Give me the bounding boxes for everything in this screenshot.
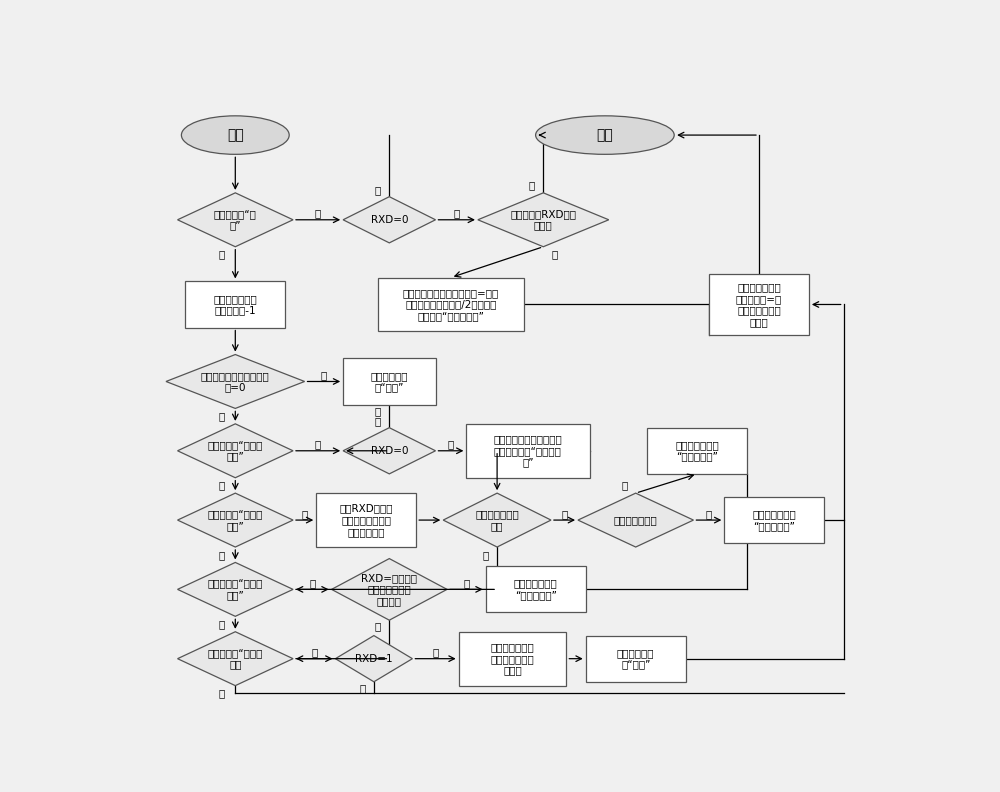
Text: 接收状态为“接收数
据位”: 接收状态为“接收数 据位” [208, 509, 263, 531]
Text: 是: 是 [315, 440, 321, 450]
Bar [378, 277, 524, 331]
Text: 否: 否 [375, 185, 381, 196]
Ellipse shape [181, 116, 289, 154]
Polygon shape [178, 632, 293, 686]
Bar [466, 424, 590, 478]
Text: 是: 是 [561, 509, 568, 519]
Polygon shape [166, 355, 305, 409]
Text: 是: 是 [454, 208, 460, 219]
Text: 是: 是 [309, 578, 315, 588]
Text: 接收定时器中断
次数计数器-1: 接收定时器中断 次数计数器-1 [213, 294, 257, 315]
Text: 接收状态为“空
闲”: 接收状态为“空 闲” [214, 209, 257, 230]
Text: RXD=0: RXD=0 [371, 446, 408, 455]
Text: 个数据字节接收
完成: 个数据字节接收 完成 [475, 509, 519, 531]
Text: 接收定时器中断
次数计数器=接
收中断次数寄存
器的值: 接收定时器中断 次数计数器=接 收中断次数寄存 器的值 [736, 282, 782, 327]
Text: 上次中断的RXD值为
高电平: 上次中断的RXD值为 高电平 [510, 209, 576, 230]
Text: 接收定时器中断次数计数
器=0: 接收定时器中断次数计数 器=0 [201, 371, 270, 392]
Text: 接收定时器中断次数计数器=接收
中断次数寄存器的值/2，设置接
收状态为“接收起始位”: 接收定时器中断次数计数器=接收 中断次数寄存器的值/2，设置接 收状态为“接收起… [403, 287, 499, 321]
Text: 是: 是 [448, 440, 454, 450]
Text: 读取RXD引脚的
值，并把该值保存
到接收移位中: 读取RXD引脚的 值，并把该值保存 到接收移位中 [339, 504, 393, 537]
Bar [647, 428, 747, 474]
Polygon shape [443, 493, 551, 547]
Text: 是: 是 [311, 648, 317, 657]
Bar [316, 493, 416, 547]
Polygon shape [178, 493, 293, 547]
Bar [185, 281, 285, 328]
Text: 把接收到的数据
字节加入到环形
缓冲中: 把接收到的数据 字节加入到环形 缓冲中 [491, 642, 534, 676]
Bar [586, 635, 686, 682]
Text: 接收状态为“接收起
始位”: 接收状态为“接收起 始位” [208, 440, 263, 462]
Bar [724, 497, 824, 543]
Text: 接收状态为“接收停
止位: 接收状态为“接收停 止位 [208, 648, 263, 669]
Text: 否: 否 [375, 417, 381, 427]
Bar [459, 632, 566, 686]
Ellipse shape [536, 116, 674, 154]
Text: RXD=根据前面
接收字节计算出
的校验值: RXD=根据前面 接收字节计算出 的校验值 [361, 573, 417, 606]
Polygon shape [343, 196, 436, 243]
Text: 是: 是 [218, 411, 225, 421]
Text: 否: 否 [218, 249, 225, 260]
Text: 是: 是 [375, 406, 381, 416]
Text: 需要接收校验位: 需要接收校验位 [614, 515, 658, 525]
Text: 设置接收状态为
“接收停止位”: 设置接收状态为 “接收停止位” [675, 440, 719, 462]
Text: 否: 否 [218, 619, 225, 629]
Text: 开始: 开始 [227, 128, 244, 142]
Text: 否: 否 [218, 550, 225, 560]
Polygon shape [335, 635, 412, 682]
Text: 否: 否 [321, 371, 327, 380]
Bar [343, 358, 436, 405]
Polygon shape [478, 192, 609, 247]
Text: 否: 否 [482, 550, 489, 560]
Text: 否: 否 [621, 481, 627, 490]
Text: 否: 否 [529, 180, 535, 190]
Text: 是: 是 [301, 509, 308, 519]
Text: RXD=1: RXD=1 [355, 653, 393, 664]
Polygon shape [178, 192, 293, 247]
Polygon shape [178, 424, 293, 478]
Text: 否: 否 [375, 622, 381, 631]
Text: 是: 是 [315, 208, 321, 219]
Bar [486, 566, 586, 612]
Text: 否: 否 [218, 688, 225, 699]
Text: 是: 是 [463, 578, 469, 588]
Text: 否: 否 [359, 683, 365, 693]
Text: 是: 是 [552, 249, 558, 260]
Text: 接收到有效地起始位，设
置接收状态为“接收数据
位”: 接收到有效地起始位，设 置接收状态为“接收数据 位” [494, 434, 562, 467]
Bar [709, 274, 809, 335]
Polygon shape [578, 493, 693, 547]
Text: 是: 是 [432, 648, 439, 657]
Text: 否: 否 [218, 481, 225, 490]
Polygon shape [178, 562, 293, 616]
Text: 设置接收状态为
“接收校验位”: 设置接收状态为 “接收校验位” [752, 509, 796, 531]
Text: 结束: 结束 [597, 128, 613, 142]
Polygon shape [332, 558, 447, 620]
Text: 接收状态为“接收校
验位”: 接收状态为“接收校 验位” [208, 579, 263, 600]
Polygon shape [343, 428, 436, 474]
Text: 设置接收状态为
“接收停止位”: 设置接收状态为 “接收停止位” [514, 579, 557, 600]
Text: 设置接收状态
为“空闲”: 设置接收状态 为“空闲” [371, 371, 408, 392]
Text: RXD=0: RXD=0 [371, 215, 408, 225]
Text: 是: 是 [706, 509, 712, 519]
Text: 设置接收状态
为“空闲”: 设置接收状态 为“空闲” [617, 648, 654, 669]
